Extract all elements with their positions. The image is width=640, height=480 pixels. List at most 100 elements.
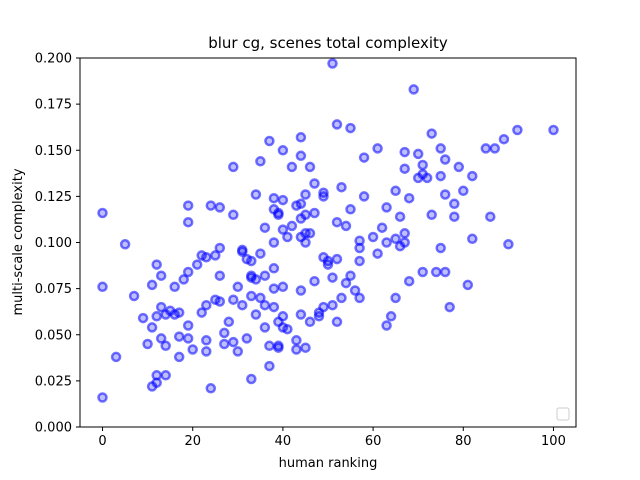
data-point	[182, 266, 194, 278]
data-point	[205, 383, 217, 394]
data-point	[354, 255, 365, 267]
data-point	[259, 299, 271, 311]
data-point	[268, 283, 280, 294]
data-point	[146, 322, 158, 333]
data-point	[503, 239, 514, 250]
data-point	[210, 250, 221, 261]
data-point	[214, 202, 226, 213]
data-point	[205, 200, 217, 211]
data-point	[264, 135, 275, 147]
data-point	[255, 156, 266, 167]
data-point	[331, 253, 343, 265]
data-point	[467, 233, 478, 245]
data-point	[295, 198, 307, 210]
data-point	[426, 128, 437, 139]
data-point	[331, 216, 343, 228]
data-point	[246, 255, 257, 267]
data-point	[480, 143, 492, 154]
data-point	[399, 163, 410, 174]
data-point	[237, 246, 248, 257]
data-point	[201, 252, 212, 263]
data-point	[304, 161, 316, 173]
data-point	[119, 239, 131, 250]
x-tick-label: 40	[275, 434, 292, 449]
data-point	[182, 333, 194, 344]
data-point	[340, 277, 352, 289]
chart-title: blur cg, scenes total complexity	[208, 34, 448, 52]
data-point	[178, 274, 189, 285]
data-point	[309, 178, 320, 189]
data-point	[390, 292, 401, 304]
data-point	[458, 185, 469, 197]
data-point	[318, 191, 329, 202]
x-tick-label: 0	[98, 434, 106, 449]
data-point	[381, 320, 392, 331]
data-point	[264, 340, 275, 352]
data-point	[512, 124, 523, 136]
data-point	[201, 346, 212, 357]
data-point	[309, 275, 320, 287]
data-point	[412, 148, 424, 160]
data-point	[223, 316, 235, 328]
y-tick-label: 0.025	[35, 374, 72, 389]
data-point	[421, 172, 433, 184]
data-point	[246, 290, 257, 302]
data-point	[128, 290, 140, 302]
data-point	[390, 185, 401, 197]
data-point	[417, 266, 428, 278]
data-point	[354, 292, 365, 304]
data-point	[146, 279, 158, 291]
data-point	[97, 207, 108, 219]
data-point	[182, 216, 194, 228]
data-point	[173, 307, 185, 318]
data-point	[444, 301, 455, 313]
data-point	[439, 266, 451, 278]
data-point	[228, 209, 239, 221]
data-point	[300, 189, 311, 200]
data-point	[142, 338, 153, 350]
data-point	[191, 259, 203, 270]
data-point	[250, 274, 262, 285]
data-point	[268, 237, 280, 248]
data-point	[417, 159, 428, 171]
data-point	[110, 351, 122, 363]
data-point	[268, 263, 280, 274]
data-point	[349, 285, 361, 296]
data-point	[268, 192, 280, 204]
data-point	[467, 170, 478, 182]
data-point	[151, 377, 162, 388]
data-point	[453, 161, 465, 173]
data-point	[250, 189, 262, 200]
data-point	[439, 189, 451, 200]
data-point	[462, 279, 474, 291]
data-points	[97, 58, 559, 403]
data-point	[151, 311, 162, 322]
data-point	[97, 281, 108, 293]
data-point	[345, 122, 356, 134]
data-point	[182, 320, 194, 331]
data-point	[232, 346, 244, 357]
data-point	[219, 327, 230, 339]
data-point	[345, 204, 356, 215]
data-point	[548, 124, 559, 136]
data-point	[435, 170, 446, 182]
data-point	[155, 301, 167, 313]
data-point	[160, 370, 171, 381]
data-point	[173, 331, 185, 342]
data-point	[399, 146, 410, 158]
data-point	[255, 292, 266, 304]
data-point	[201, 335, 212, 346]
y-tick-label: 0.100	[35, 236, 72, 251]
data-point	[304, 228, 316, 239]
data-point	[394, 211, 406, 222]
data-point	[358, 191, 370, 202]
data-point	[286, 220, 298, 232]
data-point	[214, 296, 226, 307]
data-point	[273, 209, 284, 221]
data-point	[277, 281, 289, 293]
x-tick-label: 60	[365, 434, 382, 449]
data-point	[318, 301, 329, 313]
